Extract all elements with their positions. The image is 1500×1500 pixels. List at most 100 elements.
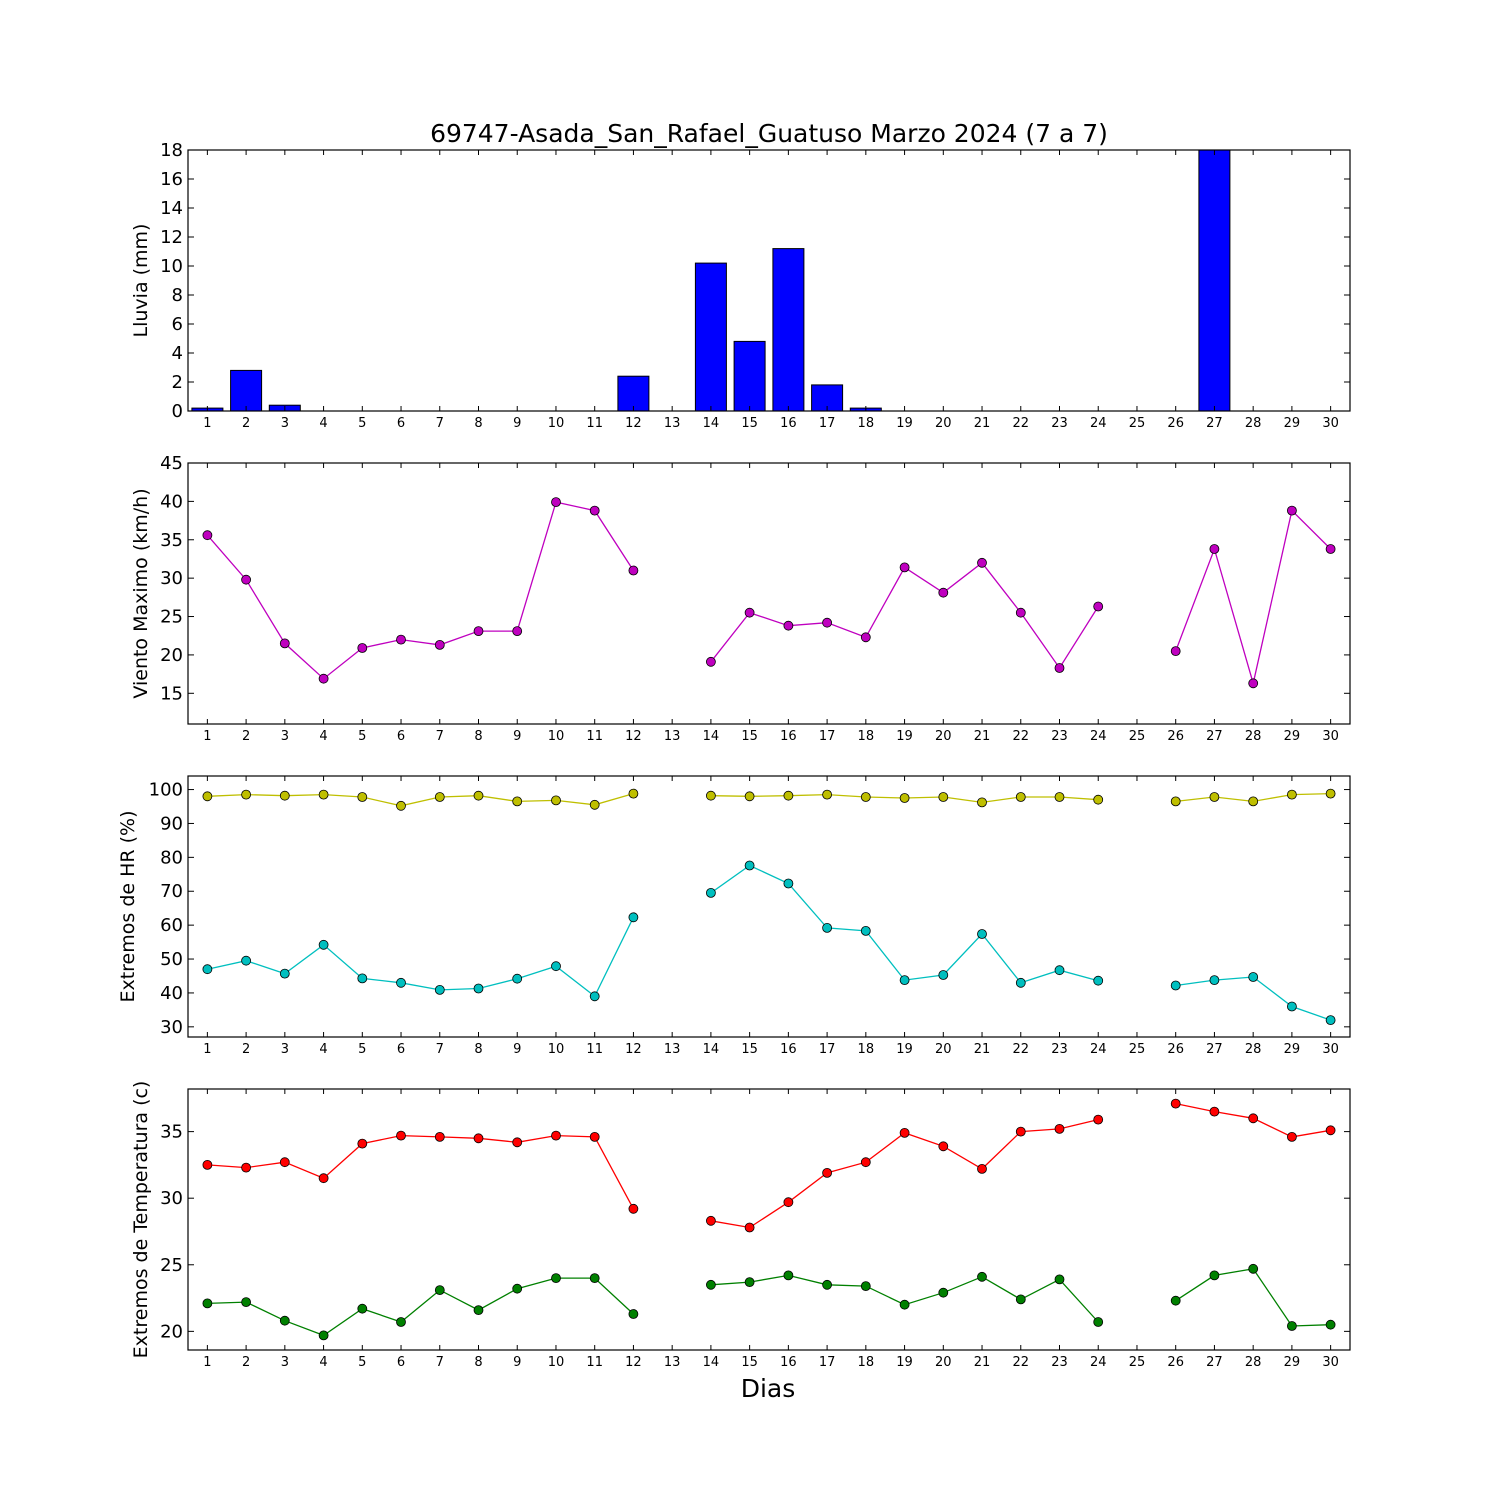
series-1-point-day-30 [1325, 1125, 1336, 1136]
x-tick-label: 10 [548, 416, 565, 431]
x-tick-label: 12 [625, 416, 642, 431]
bar-day-15 [733, 340, 766, 412]
series-2-point-day-9 [512, 973, 523, 984]
y-tick-label: 4 [172, 343, 183, 364]
x-tick-label: 4 [319, 729, 327, 744]
x-tick-label: 8 [474, 1355, 482, 1370]
series-1-point-day-6 [396, 1130, 406, 1141]
series-1-point-day-18 [860, 1157, 871, 1168]
series-1-point-day-14 [706, 790, 716, 801]
series-1-point-day-21 [977, 797, 987, 808]
x-tick-label: 19 [896, 1355, 913, 1370]
series-1-point-day-2 [241, 789, 252, 800]
x-tick-label: 15 [741, 1355, 758, 1370]
series-2-point-day-8 [473, 983, 484, 994]
x-tick-label: 16 [780, 416, 797, 431]
x-tick-label: 24 [1090, 1042, 1107, 1057]
x-tick-label: 14 [703, 1042, 720, 1057]
y-tick-label: 18 [160, 140, 183, 161]
x-tick-label: 25 [1129, 416, 1146, 431]
series-2-point-day-7 [434, 1285, 445, 1295]
y-tick-label: 25 [160, 607, 183, 628]
series-1-point-day-17 [822, 789, 832, 800]
series-1-point-day-30 [1325, 788, 1336, 799]
x-tick-label: 3 [281, 1355, 289, 1370]
series-1-point-day-2 [241, 574, 252, 585]
x-tick-label: 22 [1012, 416, 1029, 431]
y-tick-label: 35 [160, 530, 183, 551]
series-2-point-day-27 [1209, 1270, 1220, 1281]
x-tick-label: 4 [319, 416, 327, 431]
series-1-point-day-23 [1054, 792, 1065, 802]
x-tick-label: 3 [281, 1042, 289, 1057]
x-tick-label: 2 [242, 729, 250, 744]
x-tick-label: 27 [1206, 416, 1223, 431]
series-2-point-day-19 [899, 975, 910, 985]
series-2-point-day-15 [744, 1277, 755, 1287]
x-tick-label: 10 [548, 1355, 565, 1370]
x-tick-label: 19 [896, 729, 913, 744]
series-1-point-day-21 [977, 557, 987, 568]
x-tick-label: 10 [548, 1042, 565, 1057]
x-tick-label: 16 [780, 1042, 797, 1057]
series-1-point-day-16 [783, 790, 794, 801]
chart-title: 69747-Asada_San_Rafael_Guatuso Marzo 202… [430, 119, 1108, 148]
series-1-point-day-14 [706, 656, 716, 667]
series-2-point-day-26 [1170, 980, 1181, 991]
x-tick-label: 28 [1245, 1355, 1262, 1370]
y-tick-label: 15 [160, 683, 183, 704]
x-tick-label: 23 [1051, 1355, 1068, 1370]
series-1-point-day-17 [822, 1168, 832, 1178]
x-tick-label: 11 [586, 1042, 603, 1057]
series-2-point-day-24 [1093, 975, 1104, 986]
x-tick-label: 10 [548, 729, 565, 744]
series-1-point-day-15 [744, 1222, 755, 1233]
series-2-point-day-11 [589, 1273, 600, 1283]
x-tick-label: 29 [1284, 1042, 1301, 1057]
series-1-point-day-28 [1248, 1113, 1259, 1124]
y-tick-label: 90 [160, 813, 183, 834]
x-tick-label: 20 [935, 416, 952, 431]
y-tick-label: 30 [160, 1188, 183, 1209]
x-tick-label: 12 [625, 1355, 642, 1370]
x-tick-label: 19 [896, 416, 913, 431]
x-tick-label: 5 [358, 729, 366, 744]
series-1-point-day-5 [357, 1138, 368, 1149]
x-tick-label: 21 [974, 416, 991, 431]
series-2-point-day-22 [1015, 1294, 1026, 1305]
series-1-point-day-2 [241, 1162, 252, 1173]
y-tick-label: 40 [160, 491, 183, 512]
x-tick-label: 12 [625, 729, 642, 744]
x-tick-label: 9 [513, 1042, 521, 1057]
series-2-point-day-20 [938, 970, 949, 980]
x-tick-label: 17 [819, 416, 836, 431]
series-1-point-day-22 [1015, 607, 1026, 618]
x-tick-label: 1 [203, 1355, 211, 1370]
x-tick-label: 24 [1090, 416, 1107, 431]
y-tick-label: 80 [160, 847, 183, 868]
series-1-point-day-8 [473, 626, 484, 636]
series-1-line [207, 1134, 634, 1210]
series-1-point-day-12 [628, 788, 639, 799]
x-tick-label: 15 [741, 1042, 758, 1057]
series-2-point-day-19 [899, 1299, 910, 1310]
y-axis-label: Extremos de Temperatura (c) [130, 1081, 152, 1359]
series-2-point-day-8 [473, 1305, 484, 1315]
series-1-point-day-14 [706, 1215, 716, 1226]
x-tick-label: 4 [319, 1355, 327, 1370]
series-2-point-day-23 [1054, 1274, 1065, 1285]
series-1-point-day-11 [589, 505, 600, 516]
series-2-point-day-10 [551, 1273, 561, 1283]
series-2-point-day-30 [1325, 1015, 1336, 1025]
x-tick-label: 26 [1167, 416, 1184, 431]
series-1-point-day-20 [938, 792, 949, 802]
x-tick-label: 18 [858, 416, 875, 431]
x-tick-label: 30 [1322, 416, 1339, 431]
series-1-point-day-7 [434, 1132, 445, 1142]
x-tick-label: 25 [1129, 1042, 1146, 1057]
y-tick-label: 30 [160, 568, 183, 589]
